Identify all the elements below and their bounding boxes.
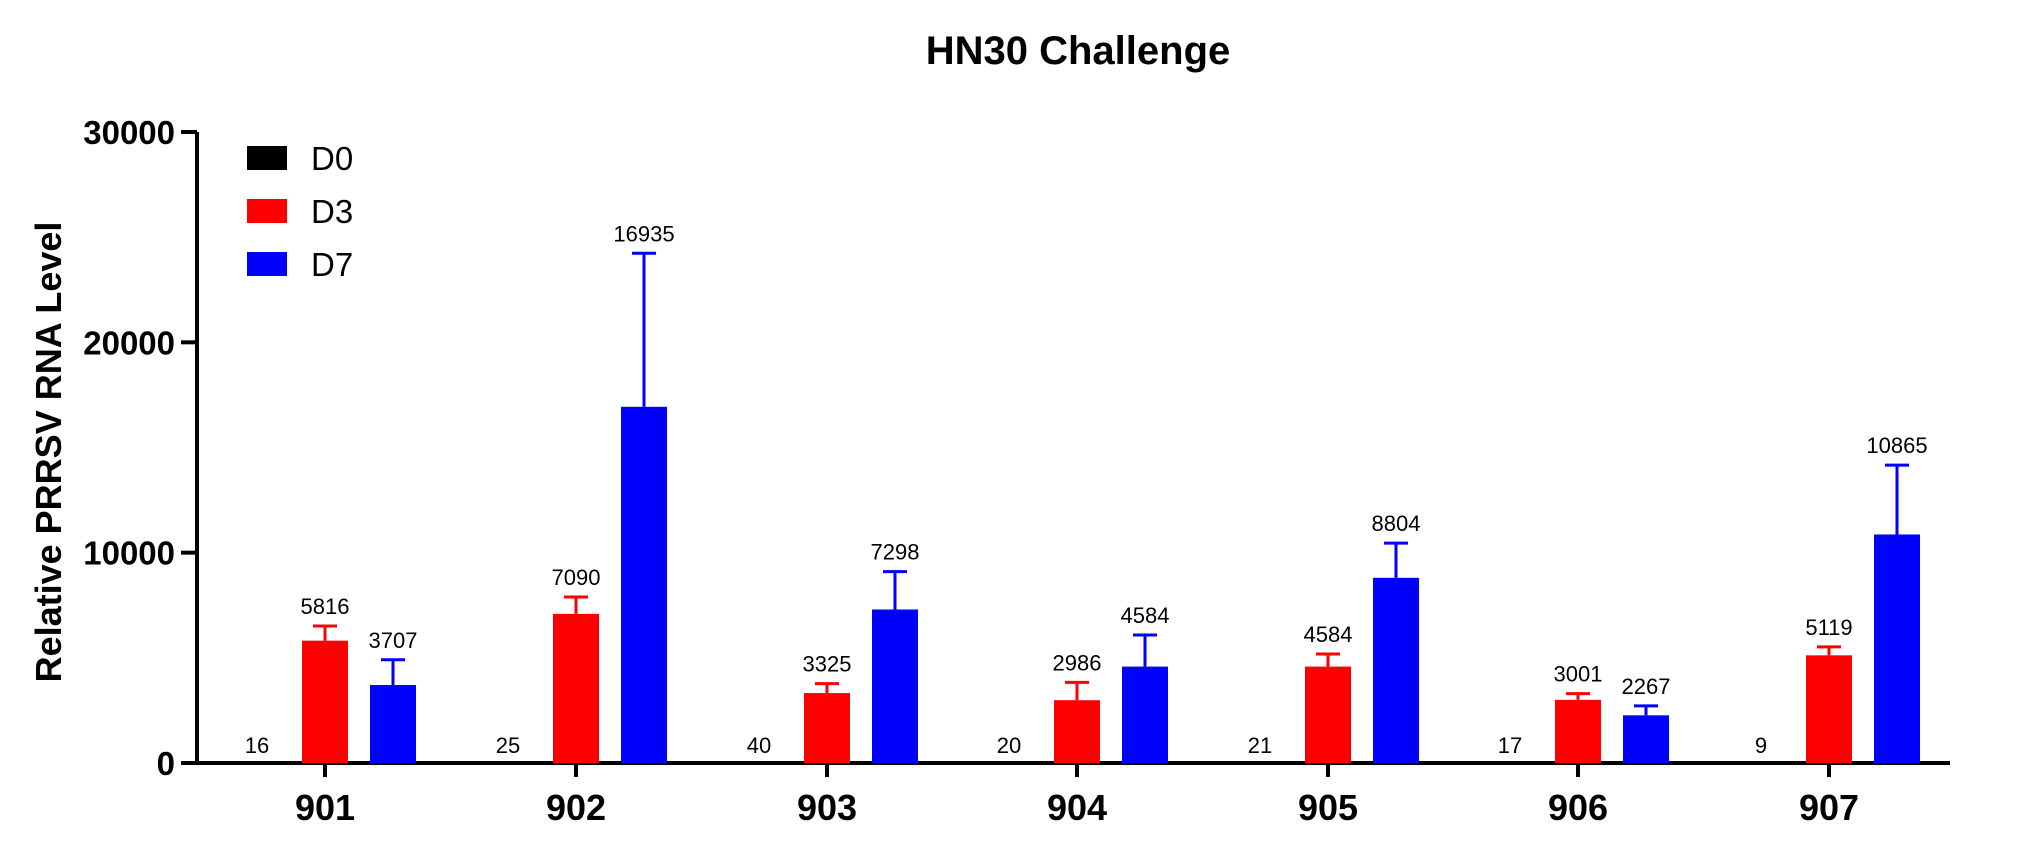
data-label-D3-906: 3001 [1554,662,1603,687]
data-label-D0-904: 20 [997,733,1021,758]
y-axis-label: Relative PRRSV RNA Level [28,222,69,683]
data-label-D7-907: 10865 [1866,433,1927,458]
bar-D3-902 [553,613,599,763]
bar-D7-903 [872,609,918,763]
x-tick-label: 902 [546,787,606,828]
data-label-D7-902: 16935 [613,221,674,246]
data-label-D3-902: 7090 [552,565,601,590]
legend-label-D7: D7 [311,246,353,283]
data-label-D7-901: 3707 [369,628,418,653]
bar-D7-906 [1623,715,1669,763]
x-tick-label: 904 [1047,787,1107,828]
bar-D3-903 [804,693,850,763]
x-tick-label: 901 [295,787,355,828]
bar-D0-902 [485,762,531,763]
bar-D7-902 [621,406,667,763]
legend-label-D0: D0 [311,140,353,177]
legend-swatch-D7 [247,252,287,276]
bar-D7-904 [1122,666,1168,763]
bars [234,406,1920,763]
legend: D0 D3 D7 [247,140,353,283]
y-axis: 0 10000 20000 30000 [83,114,199,782]
bar-D3-904 [1054,700,1100,763]
data-label-D0-903: 40 [747,733,771,758]
bar-D3-907 [1806,655,1852,763]
data-label-D0-906: 17 [1498,733,1522,758]
bar-D3-906 [1555,699,1601,763]
bar-D3-905 [1305,666,1351,763]
data-label-D3-904: 2986 [1053,650,1102,675]
data-label-D0-907: 9 [1755,733,1767,758]
bar-D0-903 [736,762,782,763]
data-labels: 16 25 40 20 21 17 9 5816 7090 3325 2986 4584 3001 511… [245,221,1928,758]
bar-D7-907 [1874,534,1920,763]
y-tick-label: 20000 [83,324,175,361]
legend-label-D3: D3 [311,193,353,230]
x-tick-label: 907 [1799,787,1859,828]
data-label-D0-902: 25 [496,733,520,758]
data-label-D3-901: 5816 [301,594,350,619]
bar-D3-901 [302,640,348,763]
legend-swatch-D0 [247,146,287,170]
data-label-D3-903: 3325 [803,652,852,677]
data-label-D7-906: 2267 [1622,674,1671,699]
y-tick-label: 30000 [83,114,175,151]
bar-D7-901 [370,685,416,763]
x-tick-label: 903 [797,787,857,828]
data-label-D7-905: 8804 [1372,511,1421,536]
x-tick-label: 906 [1548,787,1608,828]
y-tick-label: 10000 [83,535,175,572]
x-tick-label: 905 [1298,787,1358,828]
legend-swatch-D3 [247,199,287,223]
data-label-D0-901: 16 [245,733,269,758]
chart-title: HN30 Challenge [926,29,1231,73]
bar-D7-905 [1373,577,1419,763]
data-label-D7-903: 7298 [871,540,920,565]
y-tick-label: 0 [157,745,175,782]
data-label-D0-905: 21 [1248,733,1272,758]
data-label-D3-907: 5119 [1805,615,1852,640]
error-bars [313,251,1909,716]
data-label-D7-904: 4584 [1121,603,1170,628]
data-label-D3-905: 4584 [1304,622,1353,647]
x-axis: 901 902 903 904 905 906 907 [195,761,1950,828]
